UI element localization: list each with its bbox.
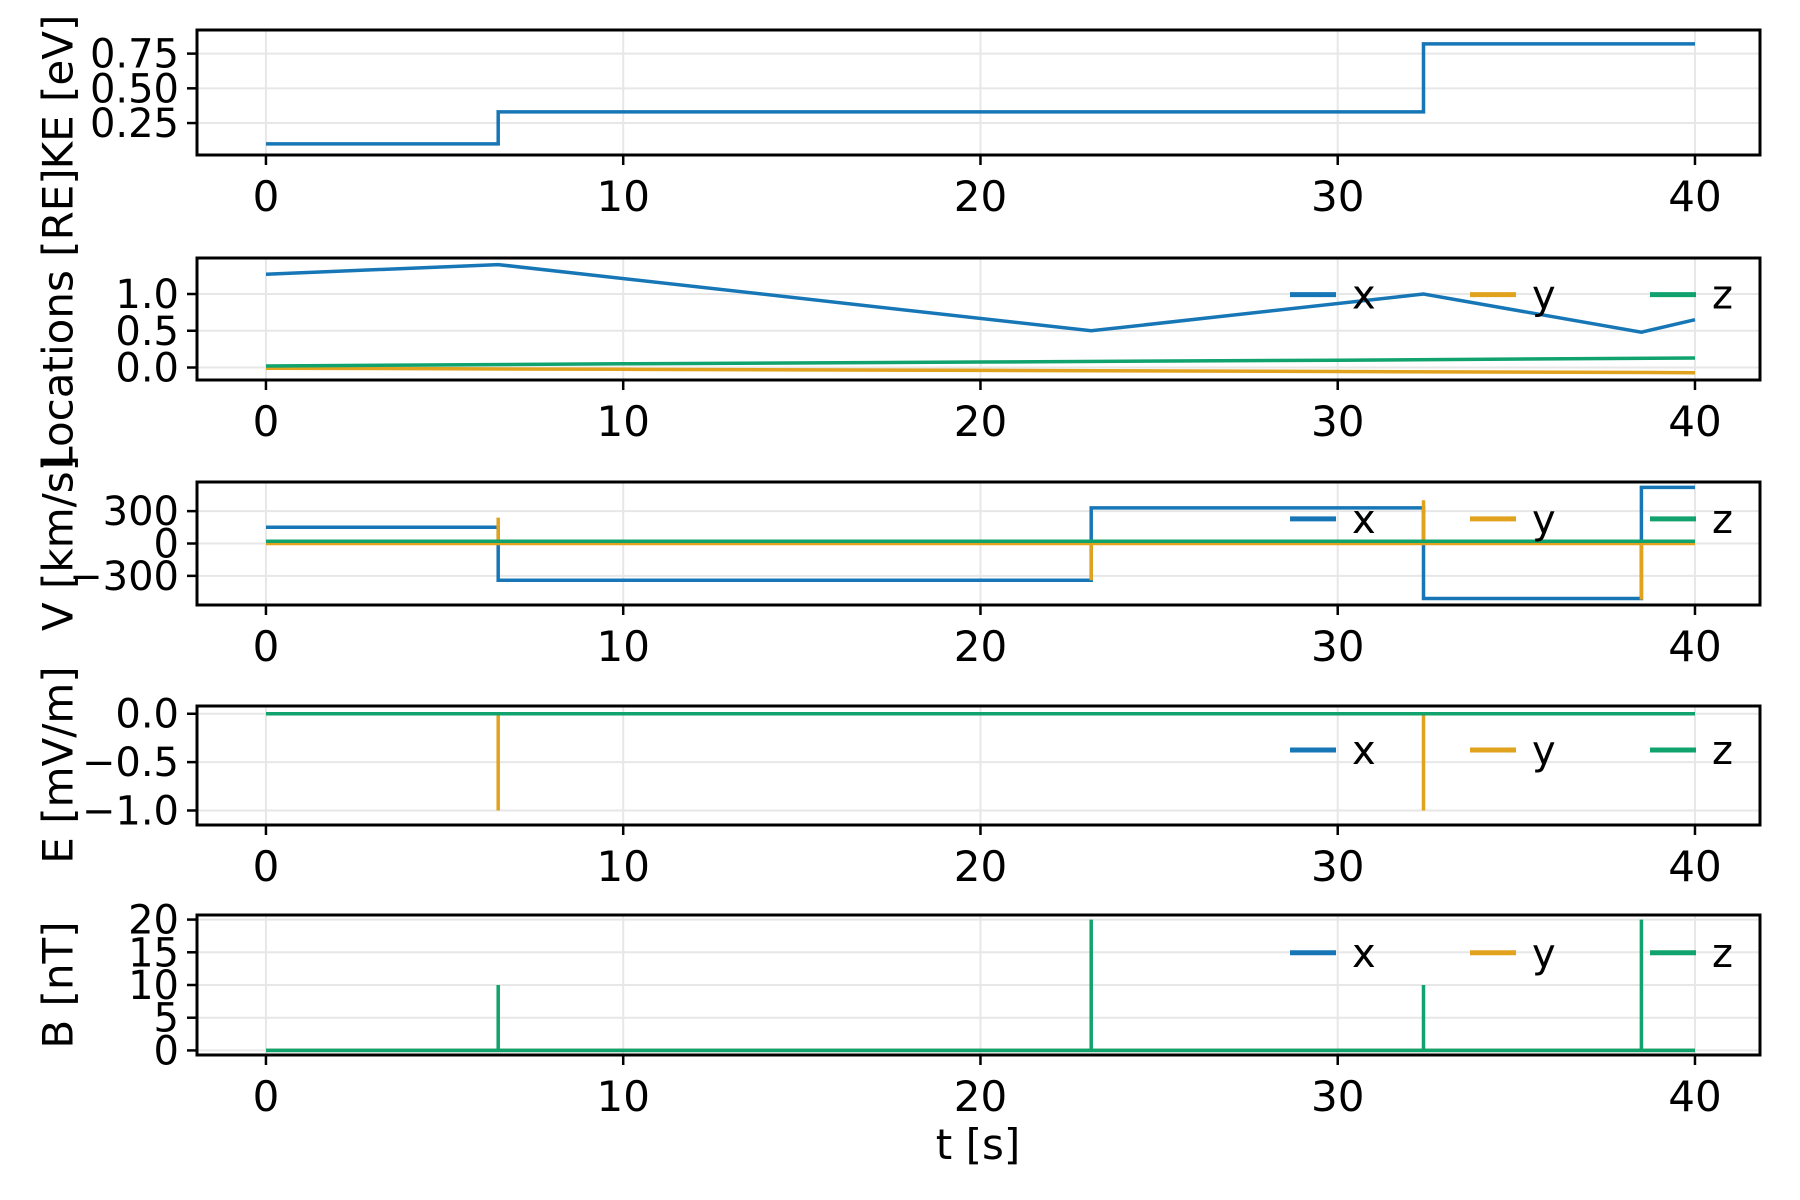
x-tick-label-magnetic-field: 0: [253, 1072, 280, 1121]
x-tick-label-electric-field: 20: [954, 842, 1007, 891]
y-tick-label-kinetic-energy: 0.25: [90, 101, 179, 147]
y-tick-label-magnetic-field: 10: [128, 963, 179, 1009]
x-tick-label-kinetic-energy: 0: [253, 172, 280, 221]
legend-label-y-electric-field: y: [1532, 728, 1556, 774]
axes-box-locations: [195, 256, 1762, 382]
axes-box-kinetic-energy: [195, 28, 1762, 157]
series-z-magnetic-field: [266, 919, 1695, 1053]
y-tick-label-locations: 0.5: [115, 309, 179, 355]
legend-label-x-magnetic-field: x: [1352, 931, 1376, 977]
x-tick-label-magnetic-field: 10: [596, 1072, 649, 1121]
y-axis-label-velocity: V [km/s]: [33, 454, 83, 632]
y-tick-label-magnetic-field: 20: [128, 898, 179, 944]
legend-label-z-locations: z: [1712, 273, 1733, 319]
legend-label-z-electric-field: z: [1712, 728, 1733, 774]
x-tick-label-velocity: 0: [253, 622, 280, 671]
x-tick-label-locations: 30: [1311, 397, 1364, 446]
legend-label-x-velocity: x: [1352, 497, 1376, 543]
x-tick-label-kinetic-energy: 20: [954, 172, 1007, 221]
x-tick-label-kinetic-energy: 40: [1668, 172, 1721, 221]
x-tick-label-velocity: 40: [1668, 622, 1721, 671]
y-tick-label-magnetic-field: 15: [128, 930, 179, 976]
y-axis-label-efield: E [mV/m]: [33, 666, 83, 864]
x-tick-label-velocity: 30: [1311, 622, 1364, 671]
x-tick-label-locations: 40: [1668, 397, 1721, 446]
y-tick-label-velocity: 0: [154, 522, 179, 568]
axes-box-electric-field: [195, 704, 1762, 827]
x-axis-label: t [s]: [935, 1120, 1021, 1169]
x-tick-label-electric-field: 30: [1311, 842, 1364, 891]
y-tick-label-locations: 1.0: [115, 272, 179, 318]
legend-label-z-velocity: z: [1712, 497, 1733, 543]
y-tick-label-electric-field: −0.5: [82, 740, 179, 786]
y-tick-label-velocity: 300: [103, 489, 179, 535]
x-tick-label-locations: 0: [253, 397, 280, 446]
x-tick-label-magnetic-field: 20: [954, 1072, 1007, 1121]
series-y-locations: [265, 366, 1696, 375]
x-tick-label-velocity: 10: [596, 622, 649, 671]
y-axis-label-locations: Locations [RE]: [33, 168, 83, 470]
series-x-locations: [265, 262, 1696, 334]
legend-label-z-magnetic-field: z: [1712, 931, 1733, 977]
x-tick-label-locations: 10: [596, 397, 649, 446]
x-tick-label-electric-field: 40: [1668, 842, 1721, 891]
series-y-velocity: [266, 500, 1695, 600]
y-tick-label-velocity: −300: [69, 554, 179, 600]
legend-label-x-electric-field: x: [1352, 728, 1376, 774]
y-tick-label-kinetic-energy: 0.75: [90, 32, 179, 78]
legend-label-x-locations: x: [1352, 273, 1376, 319]
y-axis-label-ke: KE [eV]: [33, 14, 83, 170]
x-tick-label-velocity: 20: [954, 622, 1007, 671]
y-tick-label-magnetic-field: 0: [154, 1028, 179, 1074]
legend-label-y-velocity: y: [1532, 497, 1556, 543]
y-tick-label-kinetic-energy: 0.50: [90, 66, 179, 112]
series-z-locations: [265, 356, 1696, 368]
x-tick-label-magnetic-field: 30: [1311, 1072, 1364, 1121]
x-tick-label-electric-field: 10: [596, 842, 649, 891]
x-tick-label-magnetic-field: 40: [1668, 1072, 1721, 1121]
series-x-kinetic-energy: [266, 42, 1695, 146]
y-tick-label-electric-field: 0.0: [115, 692, 179, 738]
x-tick-label-kinetic-energy: 30: [1311, 172, 1364, 221]
x-tick-label-kinetic-energy: 10: [596, 172, 649, 221]
y-axis-label-bfield: B [nT]: [33, 921, 83, 1049]
y-tick-label-magnetic-field: 5: [154, 996, 179, 1042]
y-tick-label-locations: 0.0: [115, 346, 179, 392]
y-tick-label-electric-field: −1.0: [82, 788, 179, 834]
x-tick-label-locations: 20: [954, 397, 1007, 446]
legend-label-y-locations: y: [1532, 273, 1556, 319]
legend-label-y-magnetic-field: y: [1532, 931, 1556, 977]
x-tick-label-electric-field: 0: [253, 842, 280, 891]
